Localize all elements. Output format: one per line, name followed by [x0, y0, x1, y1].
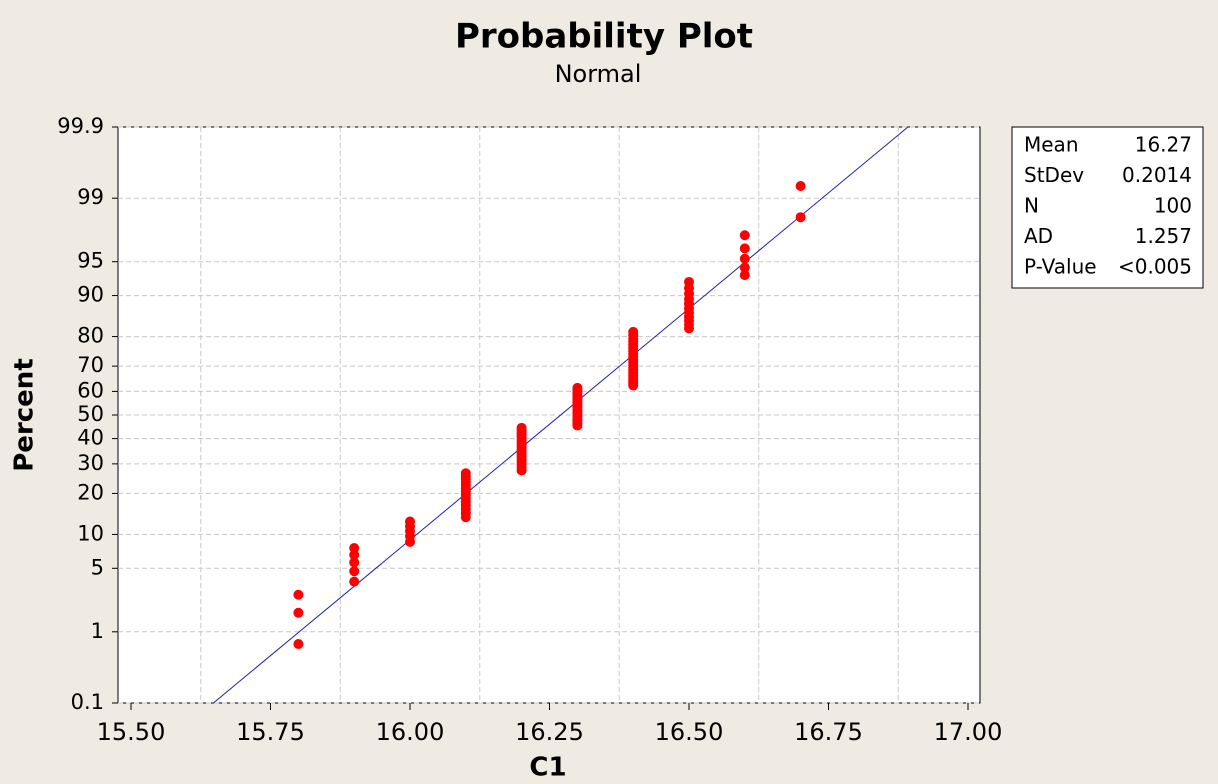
y-tick-label: 10 [77, 521, 104, 545]
y-tick-label: 1 [91, 619, 104, 643]
x-tick-label: 16.00 [376, 718, 445, 746]
data-point [739, 230, 750, 241]
y-tick-label: 95 [77, 249, 104, 273]
stats-box [1011, 126, 1204, 289]
data-point [349, 576, 360, 587]
stat-value: 1.257 [1135, 224, 1192, 248]
data-point [739, 243, 750, 254]
y-tick-label: 5 [91, 555, 104, 579]
x-tick-label: 17.00 [934, 718, 1003, 746]
y-tick-label: 90 [77, 283, 104, 307]
y-axis-label: Percent [10, 358, 40, 472]
y-tick-label: 99.9 [57, 114, 104, 138]
data-point [739, 262, 750, 273]
data-point [572, 382, 583, 393]
x-tick-label: 16.75 [794, 718, 863, 746]
y-tick-label: 99 [77, 185, 104, 209]
x-tick-label: 15.75 [236, 718, 305, 746]
x-tick-label: 16.50 [655, 718, 724, 746]
stat-label: N [1024, 194, 1039, 218]
stat-value: 100 [1154, 194, 1192, 218]
y-tick-label: 40 [77, 426, 104, 450]
chart-subtitle: Normal [555, 60, 642, 88]
stat-label: P-Value [1024, 255, 1097, 279]
data-point [349, 566, 360, 577]
data-point [739, 253, 750, 264]
y-tick-label: 70 [77, 353, 104, 377]
y-tick-label: 0.1 [71, 690, 104, 714]
y-tick-label: 80 [77, 324, 104, 348]
stat-value: <0.005 [1118, 255, 1192, 279]
data-point [405, 516, 416, 527]
plot-area [117, 126, 981, 704]
stat-value: 16.27 [1135, 133, 1192, 157]
y-tick-label: 50 [77, 402, 104, 426]
y-tick-label: 60 [77, 378, 104, 402]
data-point [349, 543, 360, 554]
stat-label: StDev [1024, 163, 1084, 187]
data-point [293, 607, 304, 618]
stat-label: Mean [1024, 133, 1079, 157]
data-point [628, 326, 639, 337]
fit-line [213, 126, 909, 704]
x-tick-label: 16.25 [515, 718, 584, 746]
data-point [293, 589, 304, 600]
data-point [293, 639, 304, 650]
stat-label: AD [1024, 224, 1053, 248]
y-tick-label: 30 [77, 451, 104, 475]
data-point [739, 270, 750, 281]
chart-title: Probability Plot [455, 17, 753, 57]
x-axis-label: C1 [529, 753, 566, 783]
data-point [516, 422, 527, 433]
data-point [795, 212, 806, 223]
data-point [349, 557, 360, 568]
y-tick-label: 20 [77, 480, 104, 504]
data-point [795, 180, 806, 191]
stat-value: 0.2014 [1122, 163, 1192, 187]
x-tick-label: 15.50 [97, 718, 166, 746]
data-point [684, 276, 695, 287]
data-point [460, 468, 471, 479]
